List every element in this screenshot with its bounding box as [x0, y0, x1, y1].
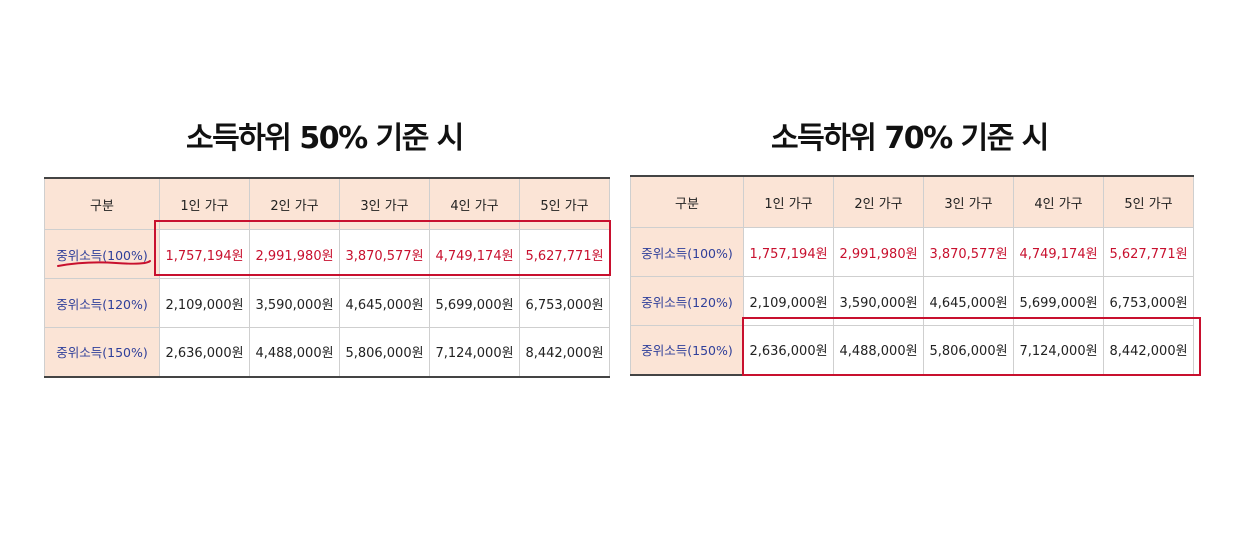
table-row: 중위소득(120%) 2,109,000원 3,590,000원 4,645,0…: [630, 276, 1194, 326]
table-cell: 2,109,000원: [159, 278, 250, 328]
row-label: 중위소득(100%): [630, 227, 744, 277]
table-cell: 1,757,194원: [159, 229, 250, 279]
row-label: 중위소득(150%): [44, 327, 160, 377]
row-label: 중위소득(120%): [630, 276, 744, 326]
table-cell: 5,627,771원: [1103, 227, 1194, 277]
table-cell: 4,749,174원: [429, 229, 520, 279]
header-5-person: 5인 가구: [519, 177, 610, 230]
row-label: 중위소득(100%): [44, 229, 160, 279]
row-label: 중위소득(120%): [44, 278, 160, 328]
header-category: 구분: [630, 175, 744, 228]
table-cell: 5,627,771원: [519, 229, 610, 279]
table-cell: 3,590,000원: [833, 276, 924, 326]
right-income-table: 구분 1인 가구 2인 가구 3인 가구 4인 가구 5인 가구 중위소득(10…: [630, 175, 1194, 376]
header-2-person: 2인 가구: [833, 175, 924, 228]
right-panel-title: 소득하위 70% 기준 시: [771, 121, 1049, 156]
table-cell: 4,645,000원: [923, 276, 1014, 326]
table-cell: 4,488,000원: [249, 327, 340, 377]
header-4-person: 4인 가구: [429, 177, 520, 230]
table-cell: 2,991,980원: [249, 229, 340, 279]
header-5-person: 5인 가구: [1103, 175, 1194, 228]
table-cell: 6,753,000원: [519, 278, 610, 328]
table-cell: 4,749,174원: [1013, 227, 1104, 277]
table-header-row: 구분 1인 가구 2인 가구 3인 가구 4인 가구 5인 가구: [630, 175, 1194, 228]
table-cell: 7,124,000원: [429, 327, 520, 377]
header-1-person: 1인 가구: [159, 177, 250, 230]
header-category: 구분: [44, 177, 160, 230]
table-cell: 5,699,000원: [429, 278, 520, 328]
table-cell: 2,991,980원: [833, 227, 924, 277]
table-cell: 5,806,000원: [923, 325, 1014, 375]
table-cell: 5,806,000원: [339, 327, 430, 377]
table-cell: 8,442,000원: [1103, 325, 1194, 375]
left-panel-title: 소득하위 50% 기준 시: [186, 121, 464, 156]
header-3-person: 3인 가구: [339, 177, 430, 230]
table-cell: 2,636,000원: [743, 325, 834, 375]
table-header-row: 구분 1인 가구 2인 가구 3인 가구 4인 가구 5인 가구: [44, 177, 610, 230]
header-1-person: 1인 가구: [743, 175, 834, 228]
left-income-table: 구분 1인 가구 2인 가구 3인 가구 4인 가구 5인 가구 중위소득(10…: [44, 177, 610, 378]
table-cell: 5,699,000원: [1013, 276, 1104, 326]
table-row: 중위소득(120%) 2,109,000원 3,590,000원 4,645,0…: [44, 278, 610, 328]
header-3-person: 3인 가구: [923, 175, 1014, 228]
table-row: 중위소득(100%) 1,757,194원 2,991,980원 3,870,5…: [44, 229, 610, 279]
table-row: 중위소득(150%) 2,636,000원 4,488,000원 5,806,0…: [630, 325, 1194, 375]
table-cell: 7,124,000원: [1013, 325, 1104, 375]
header-2-person: 2인 가구: [249, 177, 340, 230]
table-row: 중위소득(150%) 2,636,000원 4,488,000원 5,806,0…: [44, 327, 610, 377]
table-cell: 4,645,000원: [339, 278, 430, 328]
table-cell: 6,753,000원: [1103, 276, 1194, 326]
table-cell: 1,757,194원: [743, 227, 834, 277]
table-row: 중위소득(100%) 1,757,194원 2,991,980원 3,870,5…: [630, 227, 1194, 277]
header-4-person: 4인 가구: [1013, 175, 1104, 228]
table-cell: 4,488,000원: [833, 325, 924, 375]
table-cell: 3,870,577원: [339, 229, 430, 279]
table-cell: 3,590,000원: [249, 278, 340, 328]
table-cell: 8,442,000원: [519, 327, 610, 377]
row-label: 중위소득(150%): [630, 325, 744, 375]
table-cell: 2,636,000원: [159, 327, 250, 377]
table-cell: 3,870,577원: [923, 227, 1014, 277]
table-cell: 2,109,000원: [743, 276, 834, 326]
